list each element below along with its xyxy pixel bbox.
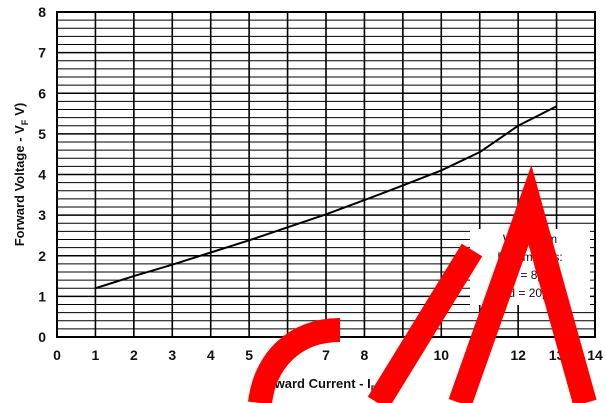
y-axis-label: Forward Voltage - VF V): [12, 103, 30, 247]
y-tick-label: 2: [38, 248, 46, 264]
y-tick-label: 8: [38, 4, 46, 20]
series-layer: [95, 105, 558, 290]
watermark-stroke: [367, 243, 483, 403]
y-tick-label: 7: [38, 45, 46, 61]
y-tick-label: 4: [38, 167, 46, 183]
x-tick-label: 7: [322, 347, 330, 363]
red-watermark-strokes: [248, 165, 597, 403]
x-tick-label: 4: [207, 347, 215, 363]
x-tick-label: 1: [92, 347, 100, 363]
x-tick-label: 0: [53, 347, 61, 363]
y-tick-label: 0: [38, 329, 46, 345]
watermark-stroke: [248, 318, 341, 403]
x-axis-label-main: Forward Current - I: [254, 376, 371, 391]
x-tick-label: 8: [361, 347, 369, 363]
x-tick-label: 14: [587, 347, 603, 363]
watermark-stroke: [448, 165, 597, 403]
x-tick-label: 3: [168, 347, 176, 363]
y-tick-label: 5: [38, 126, 46, 142]
x-tick-label: 5: [245, 347, 253, 363]
x-tick-label: 10: [433, 347, 449, 363]
y-axis-label-main: Forward Voltage - V: [12, 125, 27, 246]
y-tick-label: 3: [38, 207, 46, 223]
y-tick-label: 1: [38, 288, 46, 304]
x-tick-label: 2: [130, 347, 138, 363]
y-axis-label-subscript: F: [20, 119, 30, 125]
series-line: [95, 105, 558, 290]
y-axis-label-unit: V): [12, 103, 27, 116]
x-tick-label: 12: [510, 347, 526, 363]
y-tick-label: 6: [38, 85, 46, 101]
